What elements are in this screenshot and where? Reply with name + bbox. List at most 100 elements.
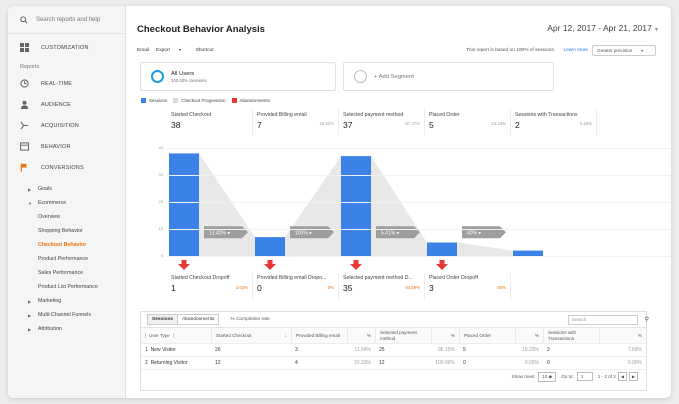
nav-sub-label: Attribution	[38, 326, 62, 332]
nav-shopping-behavior[interactable]: Shopping Behavior	[8, 224, 125, 238]
search-icon: ⚲	[644, 317, 649, 323]
col-payment-method[interactable]: Selected payment method	[375, 328, 431, 343]
abandon-arrow-head	[178, 264, 190, 270]
next-page-button[interactable]: ▶	[628, 372, 638, 381]
nav-overview[interactable]: Overview	[8, 210, 125, 224]
cell-started: 26	[215, 347, 221, 353]
table-header-row: User Type Started Checkout ↓ Provided Bil…	[141, 328, 646, 344]
col-billing-email[interactable]: Provided Billing email	[291, 328, 347, 343]
nav-marketing[interactable]: ▶ Marketing	[8, 294, 125, 308]
progression-wedge	[285, 156, 341, 256]
completion-rate-toggle[interactable]: % Completion rate	[230, 317, 270, 322]
col-placed-order[interactable]: Placed Order	[459, 328, 515, 343]
progression-wedge	[371, 156, 427, 256]
prev-page-button[interactable]: ◀	[617, 372, 627, 381]
tab-sessions[interactable]: Sessions	[147, 314, 179, 325]
tab-abandonments[interactable]: Abandonments	[177, 314, 220, 325]
nav-checkout-behavior[interactable]: Checkout Behavior	[8, 238, 125, 252]
segment-ring-icon	[151, 70, 164, 83]
col-placed-pct: %	[515, 328, 543, 343]
reports-section-label: Reports	[20, 64, 40, 70]
row-user-type[interactable]: 1 New Visitor	[141, 347, 211, 353]
goto-input[interactable]: 1	[576, 372, 593, 381]
show-rows-value: 10	[542, 373, 548, 379]
add-segment-button[interactable]: + Add Segment	[343, 62, 554, 91]
step-percent: 18.42%	[319, 121, 334, 126]
toolbar: Email Export ▼ Shortcut This report is b…	[137, 44, 663, 56]
nav-sub-label: Sales Performance	[38, 270, 84, 276]
cell-started: 12	[215, 360, 221, 366]
caret-down-icon: ▼	[28, 200, 32, 206]
shortcut-button[interactable]: Shortcut	[195, 47, 214, 53]
cell-trans-pct: 7.69%	[627, 347, 642, 353]
add-segment-label: + Add Segment	[374, 73, 414, 80]
nav-attribution[interactable]: ▶ Attribution	[8, 322, 125, 336]
nav-sub-label: Marketing	[38, 298, 62, 304]
gridline	[167, 256, 671, 257]
funnel-dropoff: Placed Order Dropoff 3 60%	[425, 273, 511, 301]
row-user-type[interactable]: 2 Returning Visitor	[141, 360, 211, 366]
caret-right-icon: ▶	[28, 186, 32, 192]
abandon-arrow-shaft	[353, 260, 359, 265]
nav-customization[interactable]: CUSTOMIZATION	[8, 37, 125, 58]
nav-conversions[interactable]: CONVERSIONS	[8, 157, 125, 178]
abandon-arrow-shaft	[439, 260, 445, 265]
nav-acquisition[interactable]: ACQUISITION	[8, 115, 125, 136]
empty-ring-icon	[354, 70, 367, 83]
y-tick-label: 20	[158, 199, 163, 204]
export-button[interactable]: Export ▼	[156, 48, 189, 53]
search-bar[interactable]: Search reports and help	[8, 6, 125, 34]
nav-label: REAL-TIME	[41, 80, 73, 87]
step-value: 7	[257, 120, 262, 130]
segment-all-users[interactable]: All Users 100.00% Sessions	[140, 62, 336, 91]
table-search-input[interactable]: Search ⚲	[568, 315, 649, 325]
nav-product-list-performance[interactable]: Product List Performance	[8, 280, 125, 294]
header-label: Started Checkout	[216, 333, 252, 338]
nav-sub-label: Checkout Behavior	[38, 242, 87, 248]
page-range: 1 - 2 of 2	[597, 374, 616, 379]
search-placeholder: Search	[572, 317, 587, 322]
cell-payment-pct: 100.00%	[435, 360, 455, 366]
y-tick-label: 10	[158, 226, 163, 231]
show-rows-select[interactable]: 10 ◆	[538, 371, 557, 382]
nav-sales-performance[interactable]: Sales Performance	[8, 266, 125, 280]
row-number: 2	[145, 360, 148, 366]
progression-wedge	[457, 242, 513, 256]
table-tabs: Sessions Abandonments % Completion rate …	[141, 312, 649, 328]
col-user-type[interactable]: User Type	[141, 333, 211, 338]
col-payment-pct: %	[431, 328, 459, 343]
legend-item-sessions: Sessions	[141, 98, 167, 103]
main-content: Checkout Behavior Analysis Apr 12, 2017 …	[126, 6, 671, 398]
nav-label: BEHAVIOR	[41, 143, 71, 150]
col-started-checkout[interactable]: Started Checkout ↓	[211, 328, 291, 343]
search-placeholder: Search reports and help	[36, 16, 101, 23]
dropoff-name: Started Checkout Dropoff	[171, 275, 230, 281]
show-rows-label: Show rows:	[511, 374, 536, 379]
sessions-bar	[341, 156, 371, 256]
date-range-picker[interactable]: Apr 12, 2017 - Apr 21, 2017 ▼	[547, 23, 659, 33]
nav-product-performance[interactable]: Product Performance	[8, 252, 125, 266]
nav-ecommerce[interactable]: ▼ Ecommerce	[8, 196, 125, 210]
nav-audience[interactable]: AUDIENCE	[8, 94, 125, 115]
nav-realtime[interactable]: REAL-TIME	[8, 73, 125, 94]
data-table: Sessions Abandonments % Completion rate …	[140, 311, 649, 391]
precision-dropdown[interactable]: Greater precision ▼	[592, 44, 656, 56]
sessions-bar	[255, 237, 285, 256]
export-label: Export	[156, 47, 170, 53]
funnel-dropoff: Selected payment method D... 35 94.59%	[339, 273, 425, 301]
precision-label: Greater precision	[597, 47, 633, 53]
y-tick-label: 40	[158, 145, 163, 150]
row-label: New Visitor	[150, 347, 176, 353]
page-title: Checkout Behavior Analysis	[137, 24, 265, 35]
nav-label: CONVERSIONS	[41, 164, 84, 171]
y-tick-label: 30	[158, 172, 163, 177]
nav-goals[interactable]: ▶ Goals	[8, 182, 125, 196]
col-transactions[interactable]: Sessions with Transactions	[543, 328, 599, 343]
nav-multi-channel-funnels[interactable]: ▶ Multi-Channel Funnels	[8, 308, 125, 322]
nav-sub-label: Product Performance	[38, 256, 89, 262]
learn-more-link[interactable]: Learn more	[563, 47, 589, 53]
email-button[interactable]: Email	[137, 47, 149, 53]
legend-item-abandonments: Abandonments	[231, 98, 270, 103]
y-tick-label: 0	[160, 253, 163, 258]
nav-behavior[interactable]: BEHAVIOR	[8, 136, 125, 157]
